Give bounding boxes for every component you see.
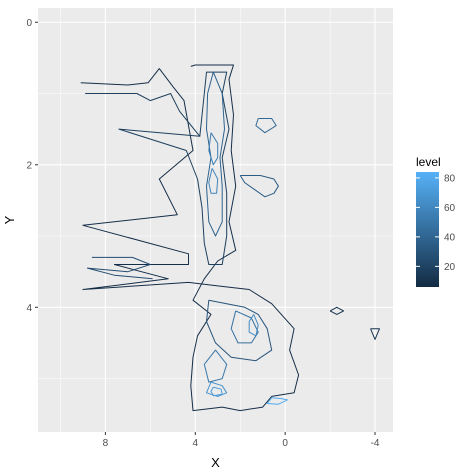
contour-line <box>255 118 277 134</box>
x-tick-label: -4 <box>371 438 380 449</box>
contour-line <box>208 168 219 194</box>
x-tick-label: 8 <box>103 438 109 449</box>
contour-line <box>86 256 153 280</box>
legend-break-label: 40 <box>444 232 456 243</box>
contour-line <box>203 349 228 383</box>
contour-line <box>329 306 345 315</box>
legend-break-label: 80 <box>444 173 456 184</box>
contour-line <box>266 397 288 405</box>
legend-colorbar <box>416 172 439 287</box>
x-tick-label: 0 <box>282 438 288 449</box>
y-tick-label: 0 <box>26 18 32 29</box>
legend-title: level <box>416 155 441 169</box>
grid-major <box>38 8 393 432</box>
y-tick-label: 2 <box>26 160 32 171</box>
contour-line <box>370 328 380 340</box>
contour-line <box>208 132 219 166</box>
y-axis-title: Y <box>2 215 17 224</box>
contour-line <box>85 71 230 265</box>
contour-line <box>80 64 300 412</box>
x-axis-title: X <box>211 455 220 470</box>
legend-break-label: 20 <box>444 262 456 273</box>
contour-line <box>206 71 225 237</box>
legend-break-label: 60 <box>444 203 456 214</box>
contour-line <box>239 175 279 198</box>
y-tick-label: 4 <box>26 303 32 314</box>
x-axis-ticks: 8 4 0 -4 <box>103 432 380 449</box>
x-tick-label: 4 <box>192 438 198 449</box>
y-axis-ticks: 0 2 4 <box>26 18 38 314</box>
contour-line <box>210 386 223 397</box>
legend: level 20 40 60 80 <box>416 155 456 287</box>
contour-line <box>206 299 273 362</box>
contour-lines <box>80 64 380 412</box>
legend-ticks: 20 40 60 80 <box>416 173 456 273</box>
contour-line <box>248 314 259 337</box>
